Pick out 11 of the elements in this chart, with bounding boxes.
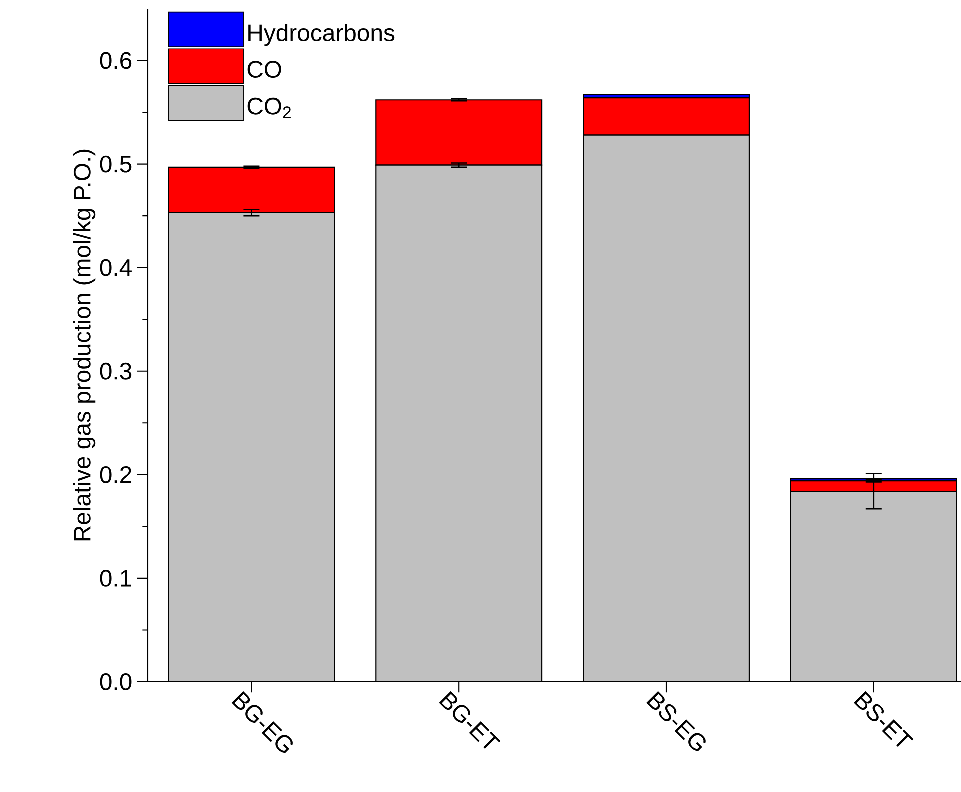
y-tick-label: 0.2	[100, 466, 132, 484]
y-tick-label: 0.6	[100, 52, 132, 70]
legend-label: CO	[248, 61, 282, 78]
y-tick-label: 0.4	[100, 259, 132, 276]
y-tick-label: 0.5	[100, 156, 132, 173]
y-tick-label: 0.3	[100, 362, 132, 380]
legend-label: CO$_{2}$	[248, 98, 291, 118]
y-tick-label: 0.1	[100, 570, 132, 587]
y-tick-label: 0.0	[100, 674, 132, 690]
legend-label: Hydrocarbons	[248, 24, 395, 46]
y-axis-title: Relative gas production (mol/kg P.O.)	[73, 150, 96, 541]
